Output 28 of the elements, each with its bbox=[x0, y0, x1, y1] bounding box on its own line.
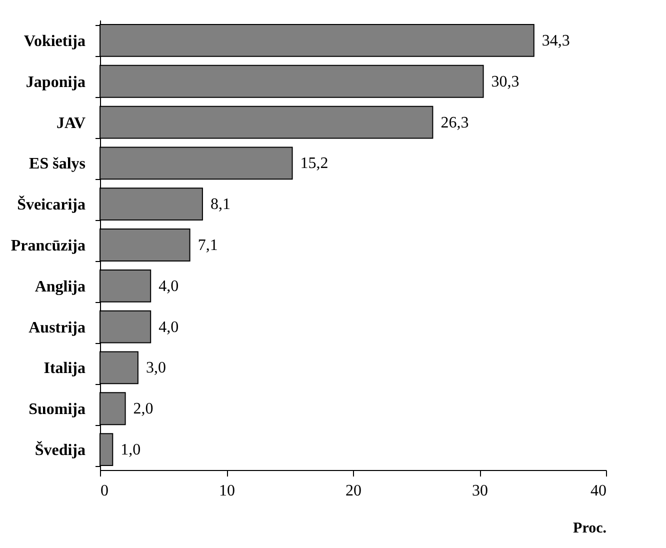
data-label: 7,1 bbox=[198, 237, 218, 254]
y-tick-label: Švedija bbox=[34, 441, 86, 460]
data-label: 34,3 bbox=[542, 32, 570, 50]
y-tick-label: JAV bbox=[56, 114, 86, 132]
x-tick-label: 20 bbox=[346, 482, 362, 500]
y-tick-label: Vokietija bbox=[24, 32, 86, 50]
data-label: 4,0 bbox=[158, 278, 179, 295]
data-label: 2,0 bbox=[133, 400, 154, 418]
y-tick-label: ES šalys bbox=[29, 156, 86, 173]
y-tick-label: Šveicarija bbox=[17, 196, 86, 214]
y-tick-label: Prancūzija bbox=[10, 238, 86, 254]
x-tick-label: 0 bbox=[100, 482, 108, 500]
data-label: 30,3 bbox=[491, 73, 520, 90]
y-tick-label: Suomija bbox=[28, 401, 86, 418]
y-tick-label: Japonija bbox=[26, 74, 86, 91]
data-label: 8,1 bbox=[210, 196, 230, 214]
y-tick-label: Austrija bbox=[28, 319, 86, 336]
y-tick-label: Italija bbox=[44, 360, 86, 378]
data-label: 4,0 bbox=[158, 318, 179, 336]
data-label: 26,3 bbox=[440, 114, 469, 132]
x-axis-title: Proc. bbox=[573, 520, 607, 536]
x-tick-label: 30 bbox=[472, 482, 488, 500]
data-label: 15,2 bbox=[300, 155, 328, 172]
x-tick-label: 40 bbox=[590, 482, 606, 500]
x-tick-label: 10 bbox=[219, 482, 235, 500]
data-label: 3,0 bbox=[146, 360, 166, 377]
data-label: 1,0 bbox=[120, 442, 141, 459]
y-tick-label: Anglija bbox=[34, 278, 86, 296]
